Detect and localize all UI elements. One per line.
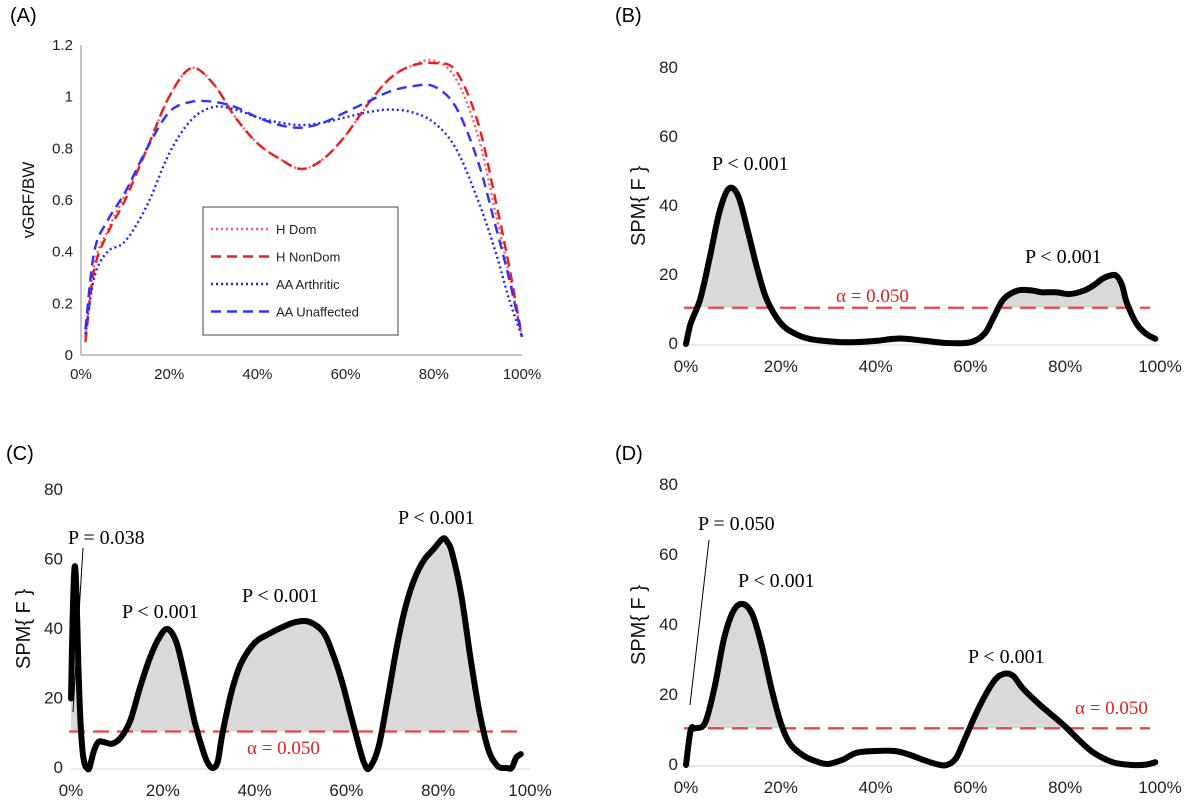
y-tick-label: 20 bbox=[44, 689, 63, 708]
panel-d: (D) 0 20 40 60 80 0% 20% 40% 60% 80% 100% SPM{ F } α … bbox=[615, 443, 1182, 797]
x-tick-label: 100% bbox=[508, 781, 551, 800]
x-tick-label: 40% bbox=[859, 357, 893, 376]
x-tick-label: 80% bbox=[1048, 778, 1082, 797]
p-value-annotation: P = 0.050 bbox=[698, 513, 775, 535]
y-tick-label: 40 bbox=[44, 619, 63, 638]
y-tick-label: 0.6 bbox=[52, 192, 73, 209]
y-tick-label: 80 bbox=[659, 475, 678, 494]
y-axis-label: SPM{ F } bbox=[628, 166, 650, 246]
y-tick-label: 20 bbox=[659, 265, 678, 284]
y-axis-label: vGRF/BW bbox=[19, 162, 38, 239]
annotation-leader-line bbox=[72, 547, 84, 713]
y-tick-label: 80 bbox=[659, 58, 678, 77]
series-line-h-nondom bbox=[84, 61, 524, 343]
p-value-annotation: P < 0.001 bbox=[738, 570, 815, 592]
y-tick-label: 0.8 bbox=[52, 140, 73, 157]
y-tick-label: 0 bbox=[669, 755, 678, 774]
p-value-annotation: P < 0.001 bbox=[1025, 246, 1102, 268]
y-tick-label: 0 bbox=[669, 334, 678, 353]
x-tick-label: 100% bbox=[1138, 357, 1181, 376]
threshold-label: α = 0.050 bbox=[1075, 698, 1148, 719]
suprathreshold-cluster-fill bbox=[697, 187, 1129, 308]
legend-label: H Dom bbox=[276, 222, 316, 237]
x-tick-label: 60% bbox=[953, 778, 987, 797]
x-tick-label: 40% bbox=[238, 781, 272, 800]
x-tick-label: 20% bbox=[764, 778, 798, 797]
series-line-aa-arthritic bbox=[84, 105, 524, 338]
x-tick-label: 60% bbox=[331, 366, 361, 383]
x-tick-label: 80% bbox=[419, 366, 449, 383]
y-tick-label: 40 bbox=[659, 196, 678, 215]
y-tick-label: 0.2 bbox=[52, 295, 73, 312]
y-axis-label: SPM{ F } bbox=[13, 589, 35, 669]
spm-curve bbox=[683, 184, 1159, 347]
threshold-label: α = 0.050 bbox=[247, 738, 320, 759]
y-tick-label: 60 bbox=[44, 550, 63, 569]
y-axis-label: SPM{ F } bbox=[628, 585, 650, 665]
p-value-annotation: P < 0.001 bbox=[968, 646, 1045, 668]
y-tick-label: 60 bbox=[659, 127, 678, 146]
panel-label: (A) bbox=[10, 5, 37, 27]
spm-curve bbox=[683, 600, 1159, 769]
spm-curve bbox=[68, 535, 524, 773]
p-value-annotation: P < 0.001 bbox=[398, 507, 475, 529]
p-value-annotation: P = 0.038 bbox=[68, 527, 145, 549]
annotation-leader-line bbox=[689, 539, 710, 706]
legend-box bbox=[202, 206, 399, 336]
y-tick-label: 0 bbox=[65, 347, 73, 364]
x-tick-label: 80% bbox=[1048, 357, 1082, 376]
x-tick-label: 0% bbox=[674, 778, 699, 797]
y-tick-label: 1 bbox=[65, 89, 73, 106]
panel-label: (D) bbox=[615, 443, 643, 465]
legend-label: H NonDom bbox=[276, 250, 340, 265]
y-tick-label: 80 bbox=[44, 480, 63, 499]
y-tick-label: 0 bbox=[54, 758, 63, 777]
panel-c: (C) 0 20 40 60 80 0% 20% 40% 60% 80% 100% SPM{ F } α … bbox=[6, 443, 552, 800]
y-tick-label: 0.4 bbox=[52, 244, 73, 261]
x-tick-label: 60% bbox=[329, 781, 363, 800]
panel-label: (C) bbox=[6, 443, 34, 465]
y-tick-label: 40 bbox=[659, 615, 678, 634]
x-tick-label: 0% bbox=[70, 366, 92, 383]
legend: H Dom H NonDom AA Arthritic AA Unaffected bbox=[202, 206, 399, 336]
x-tick-label: 80% bbox=[421, 781, 455, 800]
x-tick-label: 0% bbox=[674, 357, 699, 376]
x-tick-label: 40% bbox=[242, 366, 272, 383]
x-tick-label: 40% bbox=[859, 778, 893, 797]
p-value-annotation: P < 0.001 bbox=[122, 601, 199, 623]
x-tick-label: 100% bbox=[1138, 778, 1181, 797]
legend-label: AA Unaffected bbox=[276, 305, 359, 320]
series-line-aa-unaffected bbox=[84, 83, 524, 338]
x-tick-label: 60% bbox=[953, 357, 987, 376]
p-value-annotation: P < 0.001 bbox=[712, 153, 789, 175]
threshold-label: α = 0.050 bbox=[836, 286, 909, 307]
x-tick-label: 100% bbox=[503, 366, 541, 383]
y-tick-label: 20 bbox=[659, 685, 678, 704]
p-value-annotation: P < 0.001 bbox=[242, 585, 319, 607]
y-tick-label: 60 bbox=[659, 545, 678, 564]
panel-label: (B) bbox=[615, 5, 642, 27]
panel-b: (B) 0 20 40 60 80 0% 20% 40% 60% 80% 100% SPM{ F } α … bbox=[615, 5, 1182, 376]
series-line-h-dom bbox=[84, 58, 524, 338]
x-tick-label: 20% bbox=[146, 781, 180, 800]
x-tick-label: 0% bbox=[59, 781, 84, 800]
x-tick-label: 20% bbox=[764, 357, 798, 376]
suprathreshold-cluster-fill bbox=[71, 538, 521, 732]
panel-a: (A) 0 0.2 0.4 0.6 0.8 1 1.2 0% 20% 40% 60% 80% 100% vG… bbox=[10, 5, 541, 383]
legend-label: AA Arthritic bbox=[276, 277, 340, 292]
x-tick-label: 20% bbox=[154, 366, 184, 383]
y-tick-label: 1.2 bbox=[52, 37, 73, 54]
